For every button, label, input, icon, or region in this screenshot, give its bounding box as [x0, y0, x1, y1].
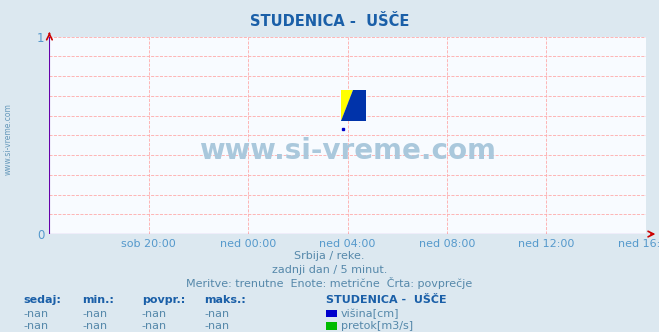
Text: min.:: min.: — [82, 295, 114, 305]
Polygon shape — [341, 90, 366, 122]
Text: Srbija / reke.: Srbija / reke. — [295, 251, 364, 261]
Text: Meritve: trenutne  Enote: metrične  Črta: povprečje: Meritve: trenutne Enote: metrične Črta: … — [186, 277, 473, 289]
Polygon shape — [341, 90, 366, 122]
Text: STUDENICA -  UŠČE: STUDENICA - UŠČE — [326, 295, 447, 305]
Text: sedaj:: sedaj: — [23, 295, 61, 305]
Text: višina[cm]: višina[cm] — [341, 308, 399, 319]
Text: -nan: -nan — [142, 309, 167, 319]
Text: STUDENICA -  UŠČE: STUDENICA - UŠČE — [250, 14, 409, 29]
Text: -nan: -nan — [82, 321, 107, 331]
Text: -nan: -nan — [82, 309, 107, 319]
Text: pretok[m3/s]: pretok[m3/s] — [341, 321, 413, 331]
Text: povpr.:: povpr.: — [142, 295, 185, 305]
Text: maks.:: maks.: — [204, 295, 246, 305]
Polygon shape — [341, 90, 353, 122]
Text: -nan: -nan — [23, 309, 48, 319]
Text: -nan: -nan — [142, 321, 167, 331]
Text: -nan: -nan — [23, 321, 48, 331]
Text: -nan: -nan — [204, 309, 229, 319]
Text: www.si-vreme.com: www.si-vreme.com — [199, 137, 496, 165]
Text: www.si-vreme.com: www.si-vreme.com — [3, 104, 13, 175]
Text: zadnji dan / 5 minut.: zadnji dan / 5 minut. — [272, 265, 387, 275]
Text: -nan: -nan — [204, 321, 229, 331]
